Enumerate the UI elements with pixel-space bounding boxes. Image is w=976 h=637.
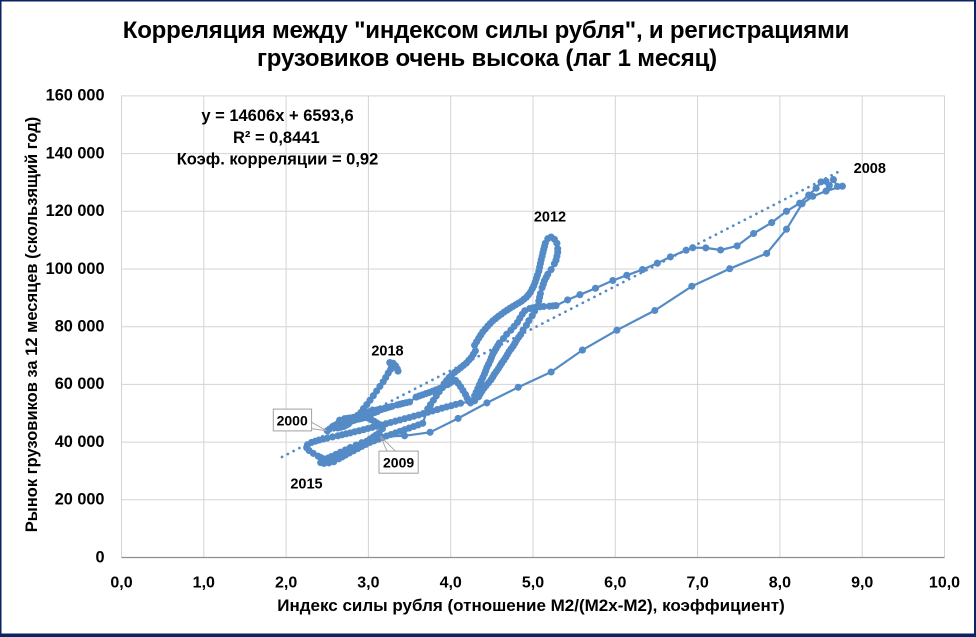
svg-text:0,0: 0,0 — [110, 575, 132, 592]
svg-text:Корреляция между "индексом сил: Корреляция между "индексом силы рубля", … — [123, 17, 849, 44]
svg-text:60 000: 60 000 — [55, 375, 105, 393]
svg-text:100 000: 100 000 — [46, 260, 105, 278]
svg-text:2009: 2009 — [383, 455, 414, 471]
svg-text:5,0: 5,0 — [522, 575, 544, 592]
svg-text:Индекс силы рубля (отношение М: Индекс силы рубля (отношение М2/(М2х-М2)… — [277, 596, 785, 615]
svg-text:10,0: 10,0 — [929, 575, 960, 592]
svg-text:2000: 2000 — [277, 413, 308, 429]
svg-text:3,0: 3,0 — [357, 575, 379, 592]
svg-text:160 000: 160 000 — [46, 87, 105, 105]
svg-text:8,0: 8,0 — [769, 575, 791, 592]
svg-text:Рынок грузовиков за 12 месяцев: Рынок грузовиков за 12 месяцев (скользящ… — [23, 117, 41, 533]
svg-text:2012: 2012 — [534, 209, 566, 225]
svg-text:40 000: 40 000 — [55, 433, 105, 451]
svg-text:2018: 2018 — [371, 344, 403, 360]
svg-text:y = 14606x + 6593,6: y = 14606x + 6593,6 — [201, 107, 353, 125]
svg-text:120 000: 120 000 — [46, 202, 105, 220]
svg-text:6,0: 6,0 — [604, 575, 626, 592]
svg-text:9,0: 9,0 — [851, 575, 873, 592]
svg-text:140 000: 140 000 — [46, 144, 105, 162]
svg-text:2008: 2008 — [854, 161, 886, 177]
svg-text:7,0: 7,0 — [686, 575, 708, 592]
svg-text:R² = 0,8441: R² = 0,8441 — [233, 129, 320, 147]
svg-text:80 000: 80 000 — [55, 318, 105, 336]
svg-text:грузовиков очень высока (лаг 1: грузовиков очень высока (лаг 1 месяц) — [257, 45, 717, 72]
svg-text:1,0: 1,0 — [193, 575, 215, 592]
svg-text:2,0: 2,0 — [275, 575, 297, 592]
svg-text:2015: 2015 — [290, 477, 322, 493]
svg-text:Коэф. корреляции = 0,92: Коэф. корреляции = 0,92 — [177, 151, 379, 169]
svg-text:0: 0 — [95, 548, 104, 566]
svg-text:20 000: 20 000 — [55, 491, 105, 509]
svg-text:4,0: 4,0 — [440, 575, 462, 592]
